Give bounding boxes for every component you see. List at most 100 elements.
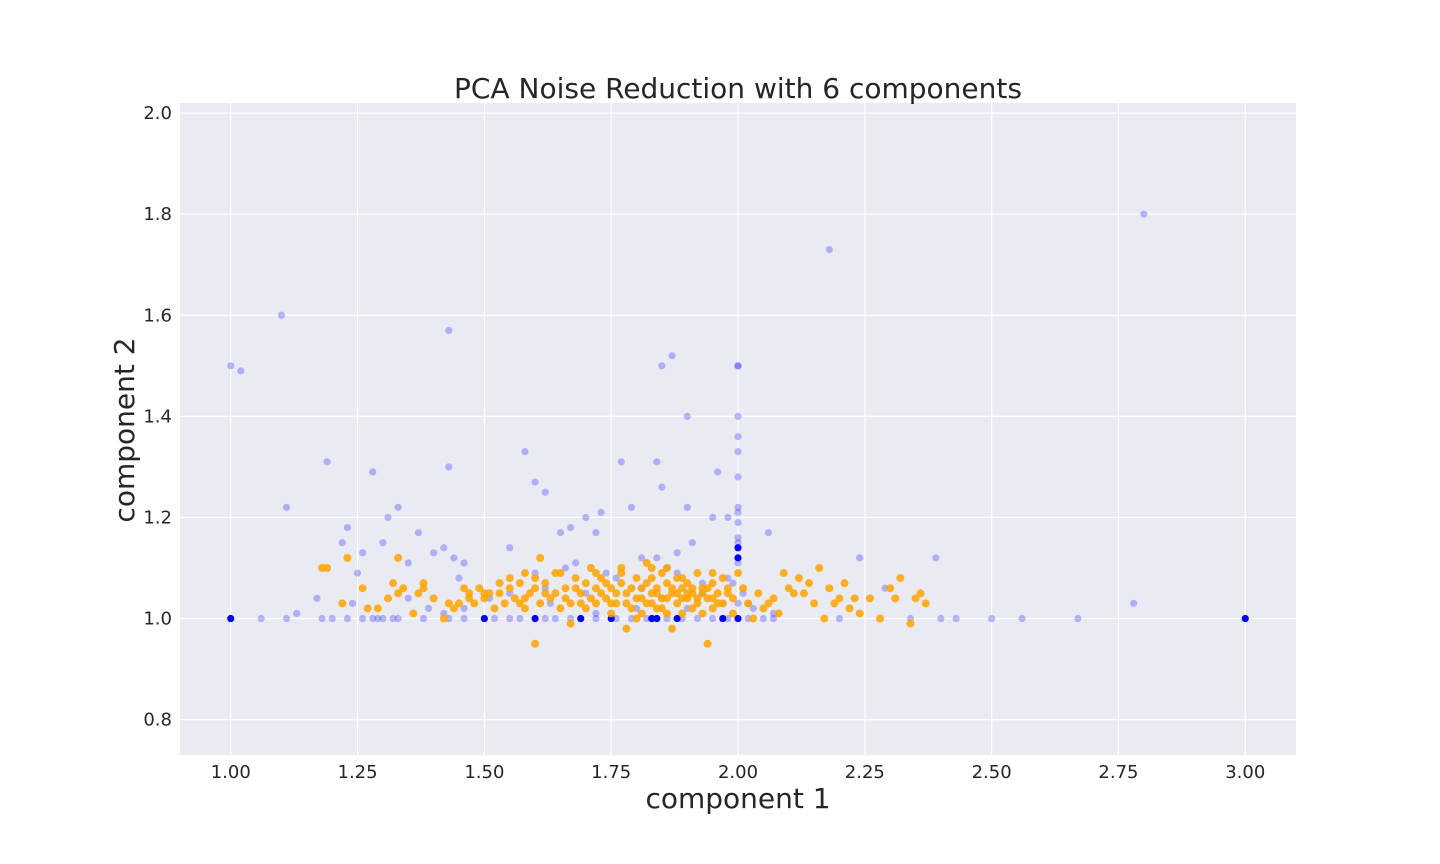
original-point [638, 554, 646, 562]
reconstructed-point [602, 594, 611, 603]
reconstructed-point [845, 604, 854, 613]
original-point [724, 614, 732, 623]
reconstructed-point [531, 574, 540, 583]
reconstructed-point [470, 599, 479, 608]
original-point [424, 604, 433, 613]
reconstructed-point [703, 584, 712, 593]
x-tick-label: 1.50 [464, 762, 504, 783]
reconstructed-point [647, 599, 656, 608]
reconstructed-point [688, 584, 697, 593]
original-point [734, 518, 742, 527]
original-point [313, 594, 321, 602]
reconstructed-point [744, 599, 753, 608]
reconstructed-point [541, 589, 550, 598]
original-point [592, 529, 600, 537]
original-point [653, 614, 661, 623]
reconstructed-point [764, 599, 773, 608]
reconstructed-point [784, 584, 793, 593]
reconstructed-point [597, 574, 606, 583]
reconstructed-point [637, 594, 646, 603]
original-point [541, 488, 549, 496]
reconstructed-point [662, 609, 671, 618]
original-point [384, 513, 392, 522]
original-point [450, 554, 458, 562]
reconstructed-point [728, 594, 737, 603]
original-point [572, 559, 580, 567]
reconstructed-point [642, 558, 651, 567]
reconstructed-point [500, 599, 509, 608]
y-tick-label: 1.4 [143, 406, 172, 427]
original-point [724, 513, 732, 522]
reconstructed-point [657, 604, 666, 613]
reconstructed-point [515, 579, 524, 588]
original-point [577, 614, 585, 623]
original-point [1241, 614, 1249, 623]
original-point [734, 432, 742, 441]
reconstructed-point [576, 589, 585, 598]
reconstructed-point [505, 574, 514, 583]
original-point [734, 539, 742, 547]
reconstructed-point [713, 599, 722, 608]
reconstructed-point [571, 574, 580, 583]
original-point [445, 463, 453, 471]
reconstructed-point [571, 584, 580, 593]
original-point [343, 614, 351, 623]
original-point [734, 599, 742, 607]
reconstructed-point [662, 563, 671, 572]
original-point [394, 503, 402, 511]
reconstructed-point [536, 599, 545, 608]
reconstructed-point [723, 589, 732, 598]
chart-title: PCA Noise Reduction with 6 components [454, 72, 1022, 105]
reconstructed-point [622, 624, 631, 633]
reconstructed-point [754, 589, 763, 598]
reconstructed-point [444, 599, 453, 608]
reconstructed-point [597, 589, 606, 598]
original-point [1074, 614, 1082, 623]
reconstructed-point [394, 589, 403, 598]
original-point [749, 604, 757, 613]
reconstructed-point [617, 579, 626, 588]
original-point [389, 614, 397, 623]
reconstructed-point [409, 609, 418, 618]
x-tick-label: 2.00 [718, 762, 758, 783]
y-tick-label: 0.8 [143, 710, 172, 731]
original-point [445, 326, 453, 335]
reconstructed-point [708, 594, 717, 603]
reconstructed-point [399, 584, 408, 593]
reconstructed-point [820, 614, 829, 623]
reconstructed-point [343, 553, 352, 562]
original-point [227, 614, 235, 623]
reconstructed-point [794, 574, 803, 583]
reconstructed-point [708, 579, 717, 588]
original-point [490, 614, 499, 623]
reconstructed-point [556, 569, 565, 578]
reconstructed-point [515, 599, 524, 608]
original-point [759, 614, 767, 623]
reconstructed-point [561, 594, 570, 603]
reconstructed-point [749, 614, 758, 623]
reconstructed-point [586, 594, 595, 603]
original-point [419, 614, 428, 623]
original-point [709, 614, 717, 623]
reconstructed-point [490, 604, 499, 613]
original-point [617, 458, 625, 466]
reconstructed-point [708, 569, 717, 578]
reconstructed-point [602, 579, 611, 588]
reconstructed-point [637, 609, 646, 618]
x-tick-label: 1.25 [338, 762, 378, 783]
original-point [683, 503, 691, 511]
reconstructed-point [865, 594, 874, 603]
original-point [734, 534, 742, 542]
reconstructed-point [840, 579, 849, 588]
reconstructed-point [713, 589, 722, 598]
reconstructed-point [414, 589, 423, 598]
reconstructed-point [698, 609, 707, 618]
original-point [348, 599, 357, 607]
original-point [734, 473, 742, 481]
reconstructed-point [429, 594, 438, 603]
original-point [856, 554, 864, 562]
original-point [369, 468, 377, 476]
reconstructed-point [480, 589, 489, 598]
reconstructed-point [921, 599, 930, 608]
reconstructed-point [647, 574, 656, 583]
